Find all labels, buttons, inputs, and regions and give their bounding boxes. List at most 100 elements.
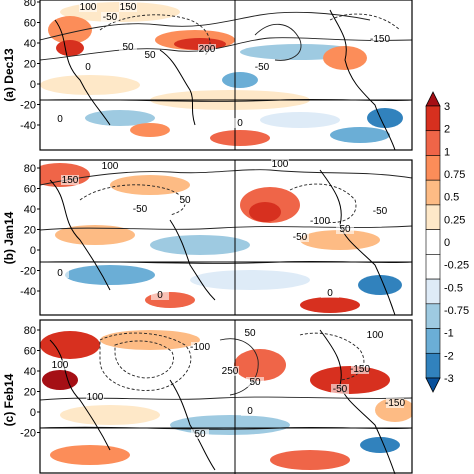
- contour-label: 100: [87, 392, 104, 403]
- contour-label-bg: [386, 398, 404, 408]
- panel-b-ytick-label: 60: [24, 184, 36, 196]
- panel-b-ytick-label: -40: [20, 286, 36, 298]
- contour-label: 250: [222, 366, 239, 377]
- contour-label-bg: [253, 62, 271, 72]
- contour-label: 50: [122, 42, 134, 53]
- anomaly-patch: [56, 40, 84, 56]
- panel-b-label: (b) Jan14: [2, 211, 16, 264]
- contour-label: -50: [293, 232, 308, 243]
- anomaly-patch: [234, 349, 286, 381]
- contour-label: 100: [102, 161, 119, 172]
- colorbar-segment: [425, 179, 441, 206]
- anomaly-patch: [60, 405, 160, 425]
- contour-label-bg: [271, 159, 289, 169]
- anomaly-patch: [130, 123, 170, 137]
- colorbar-segment: [425, 303, 441, 329]
- colorbar-tick-label: -2: [444, 350, 454, 362]
- panel-c-ytick-label: 60: [24, 346, 36, 358]
- panel-a-ytick-label: 40: [24, 38, 36, 50]
- contour-label-bg: [291, 232, 309, 242]
- contour-label-bg: [119, 42, 137, 52]
- anomaly-patch: [190, 270, 310, 290]
- anomaly-patch: [310, 366, 390, 394]
- contour-label-bg: [198, 44, 216, 54]
- colorbar-segment: [425, 105, 441, 132]
- contour-label-bg: [131, 204, 149, 214]
- panel-c-ytick-label: 0: [30, 407, 36, 419]
- contour-label-bg: [51, 114, 69, 124]
- panel-b-yticks: 80 60 40 20 0 -20 -40: [20, 163, 40, 298]
- contour-label-bg: [79, 2, 97, 12]
- anomaly-patch: [210, 130, 270, 146]
- panel-b-ytick-label: 40: [24, 204, 36, 216]
- contour-label: 0: [157, 290, 163, 301]
- colorbar-segment: [425, 328, 441, 354]
- contour-label: 50: [339, 224, 351, 235]
- panel-a-frame: [39, 0, 413, 151]
- contour-label: 150: [120, 2, 137, 13]
- anomaly-patch: [222, 72, 258, 88]
- contour-label: 0: [85, 62, 91, 73]
- contour-label: -50: [255, 62, 270, 73]
- colorbar-tick-label: 0.75: [444, 169, 465, 181]
- contour-label-bg: [336, 224, 354, 234]
- contour-label: 0: [247, 406, 253, 417]
- contour-label-bg: [51, 360, 69, 370]
- contour-label-bg: [311, 216, 329, 226]
- anomaly-patch: [110, 175, 190, 195]
- colorbar-segment: [425, 278, 441, 305]
- anomaly-patch: [100, 330, 200, 350]
- contour-label: 100: [80, 2, 97, 13]
- anomaly-patch: [330, 127, 390, 143]
- anomaly-patch: [150, 235, 250, 255]
- panel-c-ytick-label: 80: [24, 325, 36, 337]
- colorbar-tick-label: 0.25: [444, 214, 465, 226]
- panel-a-ytick-label: 80: [24, 0, 36, 9]
- anomaly-patch: [55, 225, 135, 245]
- contour-label-bg: [141, 50, 159, 60]
- contour-label-bg: [221, 366, 239, 376]
- panel-a-yticks: 80 60 40 20 0 -20 -40: [20, 0, 40, 132]
- panel-b-coastlines: [49, 169, 396, 316]
- colorbar-tick-label: -0.25: [444, 260, 469, 272]
- colorbar-segment: [425, 155, 441, 181]
- contour-label: 50: [179, 195, 191, 206]
- colorbar-tick-label: 0: [444, 237, 450, 249]
- anomaly-patch: [50, 445, 130, 465]
- anomaly-patch: [260, 112, 340, 128]
- contour-label: 100: [367, 330, 384, 341]
- contour-label: -100: [310, 216, 330, 227]
- panel-a-ytick-label: 0: [30, 79, 36, 91]
- anomaly-patch: [48, 16, 92, 44]
- contour-label: 100: [52, 360, 69, 371]
- panel-a-ytick-label: -40: [20, 120, 36, 132]
- anomaly-patch: [270, 450, 350, 470]
- panel-a-ytick-label: -20: [20, 100, 36, 112]
- colorbar-segment: [425, 204, 441, 230]
- colorbar: 3 2 1 0.75 0.5 0.25 0 -0.25 -0.5 -0.75 -1 -2 -3: [425, 91, 469, 393]
- contour-label-bg: [101, 161, 119, 171]
- panel-c-frame: [39, 319, 413, 474]
- contour-label-bg: [371, 206, 389, 216]
- panel-b-ytick-label: 80: [24, 163, 36, 175]
- colorbar-segment: [425, 229, 441, 255]
- colorbar-segment: [425, 352, 441, 379]
- colorbar-top-arrow: [425, 91, 441, 107]
- contour-label: 50: [144, 50, 156, 61]
- panel-c-yticks: 80 60 40 20 0 -20: [20, 325, 40, 440]
- panel-a-label: (a) Dec13: [2, 48, 16, 102]
- anomaly-patch: [300, 230, 380, 250]
- contour-label-bg: [231, 118, 249, 128]
- anomaly-patch: [40, 163, 90, 187]
- contour-label: -50: [333, 384, 348, 395]
- contour-label-bg: [191, 342, 209, 352]
- colorbar-segment: [425, 254, 441, 280]
- panel-c-coastlines: [49, 329, 396, 474]
- colorbar-tick-label: 1: [444, 146, 450, 158]
- contour-label: 0: [237, 118, 243, 129]
- contour-label: 0: [57, 268, 63, 279]
- colorbar-tick-label: -0.75: [444, 305, 469, 317]
- colorbar-tick-label: 2: [444, 124, 450, 136]
